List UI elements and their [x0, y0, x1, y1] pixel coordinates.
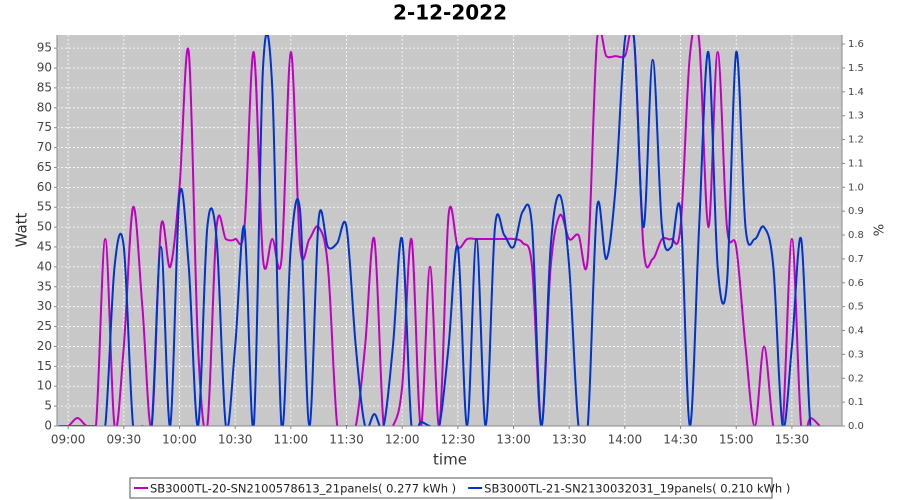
y2-tick-label: 1.5	[848, 63, 864, 74]
y-tick-label: 65	[37, 160, 52, 174]
y-tick-label: 55	[37, 200, 52, 214]
y2-tick-label: 1.2	[848, 135, 864, 146]
y2-tick-label: 1.4	[848, 87, 864, 98]
y-tick-label: 5	[44, 399, 52, 413]
x-tick-label: 13:30	[552, 433, 587, 447]
y2-tick-label: 0.4	[848, 326, 864, 337]
y2-tick-label: 0.3	[848, 349, 864, 360]
x-tick-label: 11:30	[329, 433, 364, 447]
x-tick-label: 09:00	[51, 433, 86, 447]
y2-tick-label: 0.0	[848, 421, 864, 432]
y-tick-label: 10	[37, 379, 52, 393]
y-tick-label: 50	[37, 220, 52, 234]
y-tick-label: 90	[37, 61, 52, 75]
x-tick-label: 15:00	[719, 433, 754, 447]
y-tick-label: 75	[37, 120, 52, 134]
x-tick-label: 10:00	[162, 433, 197, 447]
y-tick-label: 35	[37, 279, 52, 293]
y-tick-label: 15	[37, 359, 52, 373]
y-tick-label: 85	[37, 80, 52, 94]
y-tick-label: 30	[37, 299, 52, 313]
legend	[129, 477, 773, 499]
x-tick-label: 14:30	[663, 433, 698, 447]
series-line	[58, 35, 821, 426]
chart-title: 2-12-2022	[393, 1, 507, 25]
y2-tick-label: 0.6	[848, 278, 864, 289]
y-tick-label: 40	[37, 259, 52, 273]
y2-tick-label: 0.9	[848, 206, 864, 217]
y2-tick-label: 0.8	[848, 230, 864, 241]
y-tick-label: 45	[37, 240, 52, 254]
y-tick-label: 20	[37, 339, 52, 353]
y2-tick-label: 0.5	[848, 302, 864, 313]
y-tick-label: 70	[37, 140, 52, 154]
x-tick-label: 10:30	[218, 433, 253, 447]
y2-tick-label: 0.1	[848, 397, 864, 408]
x-tick-label: 12:30	[441, 433, 476, 447]
y2-tick-label: 1.3	[848, 111, 864, 122]
x-tick-label: 15:30	[775, 433, 810, 447]
y2-tick-label: 1.1	[848, 158, 864, 169]
legend-label: SB3000TL-20-SN2100578613_21panels( 0.277…	[150, 482, 456, 496]
x-tick-label: 11:00	[274, 433, 309, 447]
y2-tick-label: 0.2	[848, 373, 864, 384]
legend-label: SB3000TL-21-SN2130032031_19panels( 0.210…	[484, 482, 790, 496]
y2-tick-label: 1.6	[848, 39, 864, 50]
y-axis-label: Watt	[13, 212, 31, 247]
y-tick-label: 95	[37, 41, 52, 55]
x-tick-label: 13:00	[496, 433, 531, 447]
series-line	[58, 35, 821, 426]
x-axis-label: time	[433, 451, 467, 469]
x-tick-label: 14:00	[608, 433, 643, 447]
y2-tick-label: 0.7	[848, 254, 864, 265]
y-tick-label: 80	[37, 100, 52, 114]
y-tick-label: 60	[37, 180, 52, 194]
y2-tick-label: 1.0	[848, 182, 864, 193]
x-tick-label: 09:30	[107, 433, 142, 447]
x-tick-label: 12:00	[385, 433, 420, 447]
y-tick-label: 25	[37, 319, 52, 333]
y2-axis-label: %	[873, 224, 888, 236]
y-tick-label: 0	[44, 419, 52, 433]
